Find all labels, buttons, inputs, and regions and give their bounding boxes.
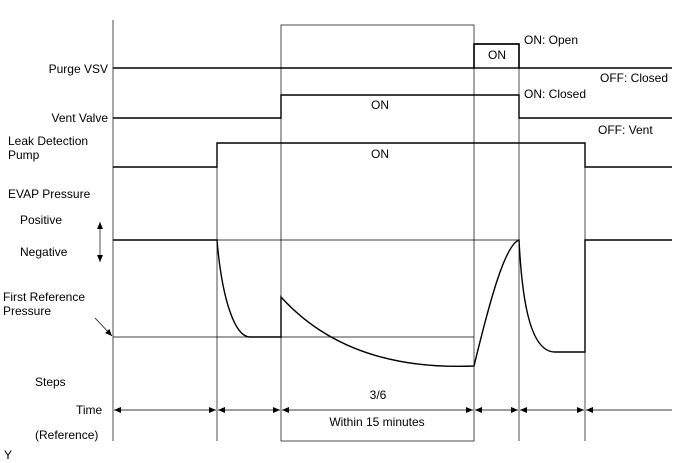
arrows bbox=[94, 222, 672, 413]
label: Steps bbox=[35, 375, 66, 389]
state-note: ON: Open bbox=[524, 33, 578, 47]
label: Leak Detection bbox=[8, 134, 88, 148]
label: First Reference bbox=[3, 290, 85, 304]
state-note: OFF: Vent bbox=[598, 123, 653, 137]
grid-lines bbox=[112, 20, 586, 442]
state-note: ON: Closed bbox=[524, 87, 586, 101]
state-label: ON bbox=[371, 147, 389, 161]
state-note: OFF: Closed bbox=[600, 71, 668, 85]
state-label: ON bbox=[488, 48, 506, 62]
step-label: 3/6 bbox=[370, 388, 387, 402]
label: Negative bbox=[20, 245, 68, 259]
label: Pressure bbox=[3, 304, 51, 318]
label: EVAP Pressure bbox=[8, 187, 91, 201]
duration-label: Within 15 minutes bbox=[329, 415, 424, 429]
label: (Reference) bbox=[35, 428, 98, 442]
label: Pump bbox=[8, 148, 40, 162]
waveforms bbox=[113, 43, 672, 368]
label: Vent Valve bbox=[52, 111, 109, 125]
label: Time bbox=[76, 403, 103, 417]
footer: Y bbox=[4, 448, 12, 462]
label: Purge VSV bbox=[49, 62, 108, 76]
label: Positive bbox=[20, 213, 62, 227]
state-label: ON bbox=[371, 98, 389, 112]
